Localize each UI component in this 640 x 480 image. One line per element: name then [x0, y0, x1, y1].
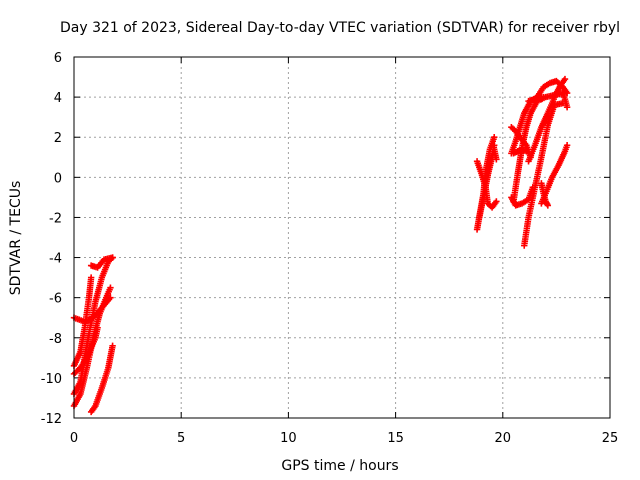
x-tick-label: 0 — [70, 431, 78, 446]
y-tick-label: -4 — [49, 252, 62, 267]
y-tick-label: 4 — [54, 91, 62, 106]
plot-frame — [73, 56, 611, 419]
y-tick-label: -12 — [41, 412, 62, 427]
data-series — [70, 254, 116, 416]
data-point — [493, 156, 500, 163]
y-tick-label: -10 — [41, 372, 62, 387]
data-point — [94, 324, 101, 331]
data-point — [563, 103, 571, 111]
data-point — [540, 93, 547, 101]
y-tick-label: -8 — [49, 332, 62, 347]
data-points — [70, 75, 571, 416]
y-tick-label: 6 — [54, 51, 62, 66]
data-point — [523, 148, 530, 155]
y-axis-label: SDTVAR / TECUs — [8, 181, 24, 296]
data-point — [563, 142, 571, 149]
x-tick-label: 5 — [177, 431, 185, 446]
y-tick-label: 2 — [54, 131, 62, 146]
x-tick-label: 15 — [387, 431, 404, 446]
x-tick-label: 20 — [495, 431, 512, 446]
data-point — [87, 274, 95, 281]
data-series — [473, 75, 571, 249]
y-tick-label: 0 — [54, 171, 62, 186]
x-tick-label: 10 — [280, 431, 297, 446]
data-point — [109, 342, 116, 349]
y-tick-label: -6 — [49, 292, 62, 307]
y-tick-label: -2 — [49, 211, 62, 226]
x-tick-label: 25 — [602, 431, 619, 446]
tick-labels: 0 5 10 15 20 25 -12 -10 -8 -6 -4 -2 0 2 4 6 — [41, 51, 619, 446]
x-axis-label: GPS time / hours — [281, 458, 398, 474]
data-point — [491, 134, 498, 141]
chart-title: Day 321 of 2023, Sidereal Day-to-day VTE… — [60, 20, 620, 36]
data-point — [561, 75, 569, 83]
data-point — [544, 202, 552, 209]
data-point — [109, 254, 116, 261]
data-point — [107, 284, 114, 291]
data-point — [493, 198, 500, 205]
